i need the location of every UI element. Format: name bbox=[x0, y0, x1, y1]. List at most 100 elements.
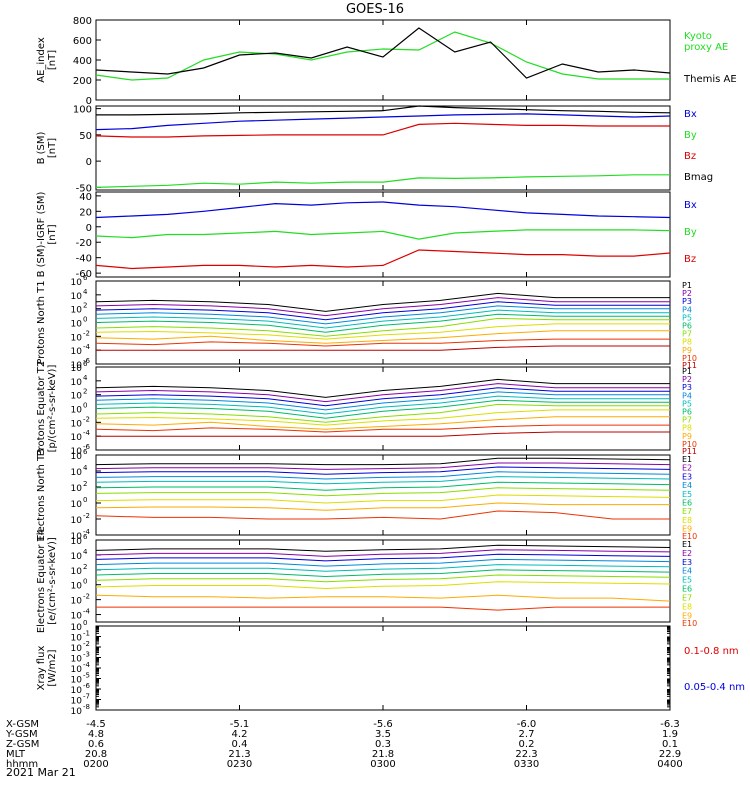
legend-kyoto-line1: Kyoto bbox=[684, 31, 712, 42]
y-tick-exponent: 2 bbox=[83, 388, 87, 396]
series-p6 bbox=[95, 399, 670, 419]
ephemeris-row-label: Z-GSM bbox=[6, 739, 39, 750]
y-tick-label: 800 bbox=[73, 16, 92, 27]
legend-entry-bz: Bz bbox=[684, 254, 696, 265]
y-tick-label: -50 bbox=[76, 183, 92, 194]
y-tick-exponent: -4 bbox=[83, 608, 91, 616]
y-axis-label: Protons North T1 bbox=[36, 280, 47, 364]
legend-entry-themis-ae: Themis AE bbox=[683, 74, 737, 85]
ephemeris-value: 0.6 bbox=[88, 739, 104, 750]
y-axis-label: Electrons North T3 bbox=[36, 448, 47, 541]
ephemeris-value: -6.3 bbox=[660, 719, 680, 730]
series-p4 bbox=[95, 391, 670, 411]
ephemeris-row-label: MLT bbox=[6, 749, 26, 760]
legend-entry-kyoto-proxy-ae: Kyoto proxy AE bbox=[684, 55, 692, 58]
y-tick-exponent: 0 bbox=[83, 316, 87, 324]
series-p8 bbox=[95, 409, 670, 426]
panel-frame bbox=[95, 105, 671, 191]
series-p3 bbox=[95, 301, 670, 321]
y-tick-exponent: -6 bbox=[83, 443, 91, 451]
y-tick-label: 10 bbox=[71, 406, 83, 416]
ephemeris-value: 21.3 bbox=[228, 749, 250, 760]
legend-entry-p3: P3 bbox=[682, 297, 692, 306]
legend-entry-e4: E4 bbox=[682, 481, 692, 490]
series-e2 bbox=[95, 462, 671, 470]
legend-entry-p3: P3 bbox=[682, 383, 692, 392]
panel-frame bbox=[95, 625, 671, 711]
ephemeris-value: 22.9 bbox=[659, 749, 681, 760]
legend-entry-p10: P10 bbox=[682, 354, 697, 363]
series-p11 bbox=[96, 345, 670, 351]
y-tick-label: 10 bbox=[71, 364, 83, 374]
ephemeris-value: 20.8 bbox=[85, 749, 107, 760]
series-e1 bbox=[95, 544, 671, 552]
legend-entry-p11: P11 bbox=[682, 447, 697, 456]
legend-entry-by: By bbox=[684, 130, 697, 141]
ephemeris-value: 2.7 bbox=[519, 729, 535, 740]
y-tick-label: 10 bbox=[71, 665, 83, 675]
series-e9 bbox=[95, 502, 670, 511]
y-tick-label: 10 bbox=[71, 500, 83, 510]
y-tick-exponent: 4 bbox=[83, 288, 88, 296]
y-tick-exponent: -2 bbox=[83, 512, 90, 520]
series-p11 bbox=[96, 431, 670, 437]
y-tick-label: 10 bbox=[71, 686, 83, 696]
y-tick-exponent: -6 bbox=[83, 682, 91, 690]
y-tick-label: 10 bbox=[71, 567, 83, 577]
y-tick-label: 50 bbox=[79, 131, 92, 142]
y-tick-exponent: 4 bbox=[83, 374, 88, 382]
y-tick-exponent: -7 bbox=[83, 693, 90, 701]
y-tick-exponent: -2 bbox=[83, 593, 90, 601]
series-by bbox=[95, 229, 671, 240]
legend-entry-bmag: Bmag bbox=[684, 172, 713, 183]
legend-entry-p4: P4 bbox=[682, 391, 692, 400]
y-axis-label-name: Xray flux bbox=[36, 646, 47, 691]
legend-kyoto-line2: proxy AE bbox=[684, 42, 728, 53]
y-tick-exponent: 6 bbox=[83, 533, 88, 541]
y-tick-exponent: 6 bbox=[83, 274, 88, 282]
legend-entry-e7: E7 bbox=[682, 507, 692, 516]
series-p7 bbox=[95, 403, 670, 423]
panel-frame bbox=[95, 454, 671, 536]
y-axis-label-name: B (SM) bbox=[36, 131, 47, 164]
series-p9 bbox=[95, 330, 670, 344]
series-themis-ae bbox=[95, 27, 671, 79]
panel-frame bbox=[95, 280, 671, 365]
y-tick-exponent: 2 bbox=[83, 302, 87, 310]
ephemeris-value: 21.8 bbox=[372, 749, 394, 760]
y-tick-label: 10 bbox=[71, 306, 83, 316]
y-tick-label: 40 bbox=[79, 192, 92, 203]
ephemeris-value: -4.5 bbox=[86, 719, 106, 730]
legend-entry-e7: E7 bbox=[682, 593, 692, 602]
y-tick-label: 10 bbox=[71, 532, 83, 542]
series-p5 bbox=[95, 395, 670, 415]
legend-entry-0-1-0-8-nm: 0.1-0.8 nm bbox=[684, 646, 739, 657]
legend-entry-p6: P6 bbox=[682, 322, 692, 331]
y-tick-label: -60 bbox=[76, 269, 92, 280]
series-kyoto-proxy-ae bbox=[95, 31, 670, 81]
y-axis-label: Xray flux[W/m2] bbox=[36, 646, 58, 691]
y-tick-label: 100 bbox=[73, 105, 92, 116]
series-e8 bbox=[95, 494, 671, 504]
series-e9 bbox=[95, 594, 671, 602]
date-label: 2021 Mar 21 bbox=[6, 766, 76, 779]
y-tick-label: 10 bbox=[71, 333, 83, 343]
y-tick-label: 10 bbox=[71, 655, 83, 665]
series-e3 bbox=[95, 553, 671, 562]
series-p1 bbox=[95, 378, 670, 398]
legend-entry-p1: P1 bbox=[682, 281, 692, 290]
y-tick-exponent: -1 bbox=[83, 630, 90, 638]
legend-entry-p4: P4 bbox=[682, 305, 692, 314]
legend-entry-0-05-0-4-nm: 0.05-0.4 nm bbox=[684, 682, 745, 693]
series-bz bbox=[95, 122, 670, 138]
legend-entry-e10: E10 bbox=[682, 619, 697, 628]
legend-entry-p1: P1 bbox=[682, 367, 692, 376]
y-tick-exponent: -4 bbox=[83, 429, 91, 437]
y-tick-label: 10 bbox=[71, 468, 83, 478]
legend-entry-by: By bbox=[684, 227, 697, 238]
y-axis-label: Electrons Equator T4[e/(cm²-s-sr-keV)] bbox=[36, 529, 58, 633]
